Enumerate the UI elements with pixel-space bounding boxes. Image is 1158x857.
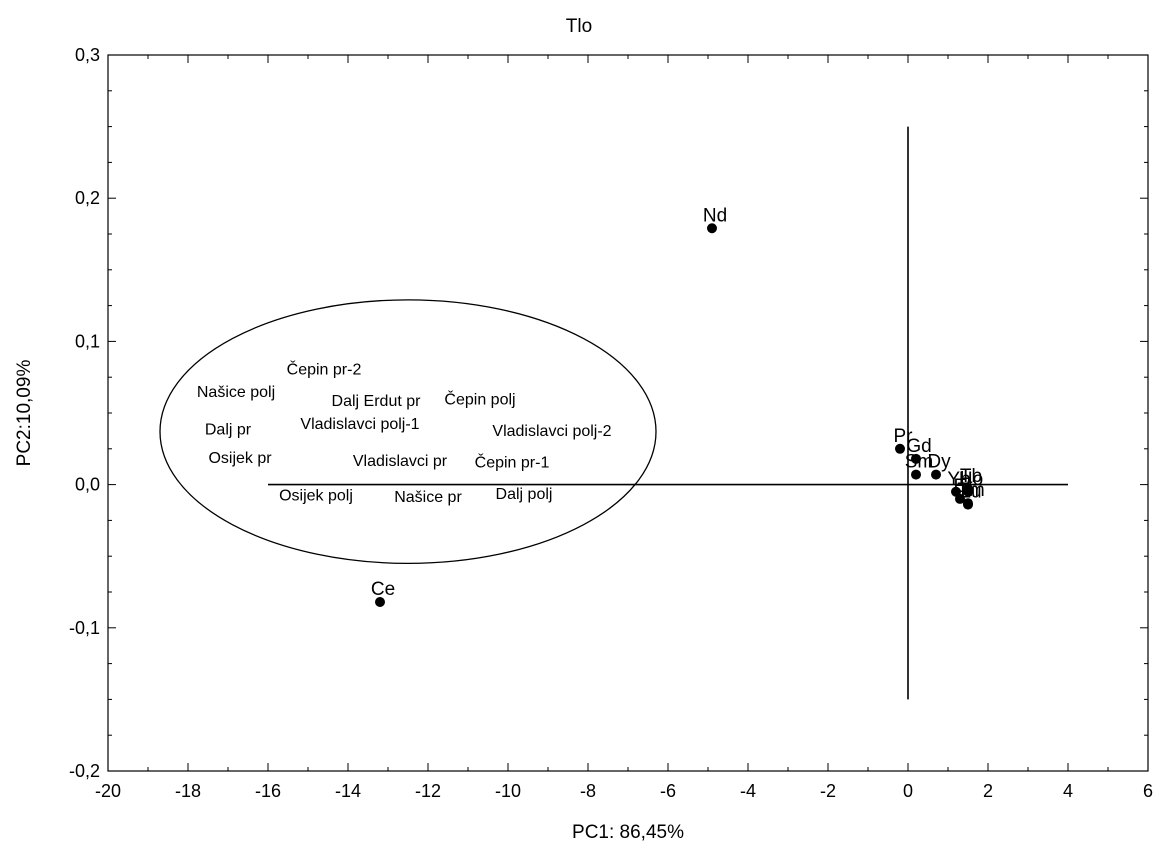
sample-label: Čepin polj: [444, 389, 515, 408]
loading-point: [895, 443, 905, 454]
x-axis-label: PC1: 86,45%: [572, 822, 684, 843]
sample-label: Vladislavci polj-2: [492, 423, 611, 440]
y-tick-label: 0,2: [75, 188, 100, 208]
loading-point: [707, 223, 717, 234]
loading-point: [931, 469, 941, 480]
loading-points: NdCePrGdSmDyYbHoErTmLuTb: [371, 205, 985, 608]
sample-label: Osijek polj: [279, 487, 353, 504]
y-tick-label: -0,2: [69, 761, 100, 781]
loading-point-label: Yb: [947, 469, 970, 490]
loading-point-label: Dy: [927, 452, 951, 473]
x-tick-label: -16: [255, 781, 281, 801]
sample-label: Dalj polj: [496, 486, 553, 503]
x-tick-label: 6: [1143, 781, 1153, 801]
loading-point-label: Sm: [905, 452, 934, 473]
x-tick-label: -10: [495, 781, 521, 801]
reference-lines: [268, 126, 1068, 700]
x-tick-label: -18: [175, 781, 201, 801]
loading-point-label: Ho: [959, 469, 983, 490]
loading-point-label: Tb: [960, 466, 982, 487]
loading-point: [911, 469, 921, 480]
x-tick-label: -6: [660, 781, 676, 801]
loading-point-label: Nd: [703, 205, 727, 226]
loading-point: [963, 483, 973, 494]
x-tick-label: 4: [1063, 781, 1073, 801]
sample-group-ellipse: [159, 299, 657, 565]
sample-label: Osijek pr: [208, 450, 272, 467]
y-tick-label: 0,3: [75, 45, 100, 65]
x-tick-label: -20: [95, 781, 121, 801]
loading-point-label: Gd: [906, 436, 931, 457]
chart-title: Tlo: [566, 16, 592, 37]
sample-label: Dalj pr: [205, 421, 252, 438]
x-axis-ticks: -20 -18 -16 -14 -12 -10 -8 -6 -4 -2 0 2 4 6: [95, 55, 1153, 801]
x-tick-label: 2: [983, 781, 993, 801]
plot-area-frame: [107, 54, 1149, 772]
sample-label: Dalj Erdut pr: [332, 393, 422, 410]
sample-label: Čepin pr-1: [475, 452, 550, 471]
x-tick-label: -2: [820, 781, 836, 801]
loading-point-label: Pr: [894, 426, 914, 447]
loading-point: [911, 453, 921, 464]
y-tick-label: 0,1: [75, 331, 100, 351]
x-tick-label: -12: [415, 781, 441, 801]
sample-labels: Čepin pr-2 Našice polj Dalj Erdut pr Čepin …: [197, 359, 612, 505]
loading-point: [955, 493, 965, 504]
x-tick-label: -4: [740, 781, 756, 801]
sample-label: Našice polj: [197, 384, 275, 401]
x-tick-label: -14: [335, 781, 361, 801]
y-tick-label: 0,0: [75, 475, 100, 495]
y-axis-label: PC2:10,09%: [14, 360, 35, 467]
sample-group-ellipse-layer: [159, 299, 657, 565]
sample-label: Čepin pr-2: [287, 359, 362, 378]
x-tick-label: -8: [580, 781, 596, 801]
y-axis-ticks: -0,2 -0,1 0,0 0,1 0,2 0,3: [69, 45, 1148, 781]
loading-point: [375, 597, 385, 608]
sample-label: Vladislavci polj-1: [300, 416, 419, 433]
loading-point: [963, 499, 973, 510]
sample-label: Vladislavci pr: [353, 453, 448, 470]
x-tick-label: 0: [903, 781, 913, 801]
sample-label: Našice pr: [394, 489, 462, 506]
loading-point-label: Ce: [371, 579, 395, 600]
y-tick-label: -0,1: [69, 618, 100, 638]
